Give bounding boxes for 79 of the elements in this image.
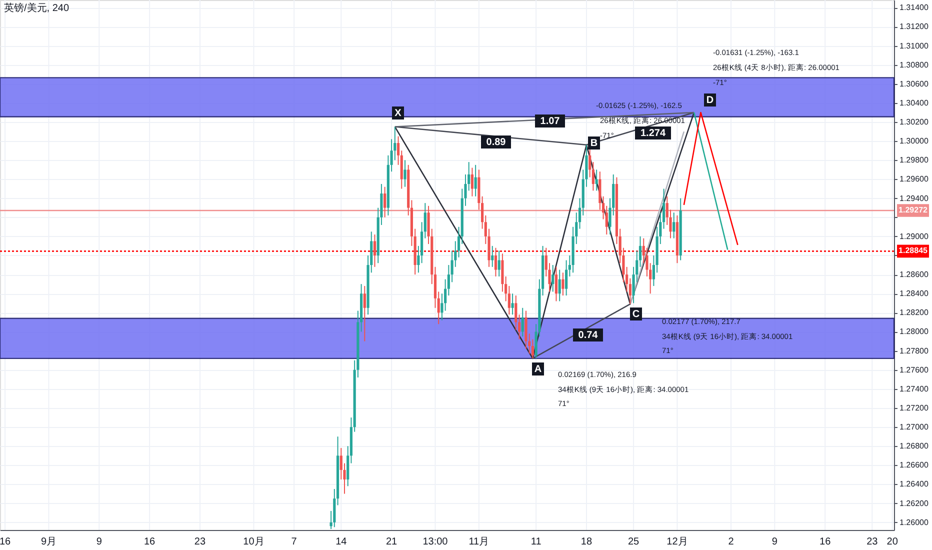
candlestick — [672, 212, 676, 239]
annotation: X — [394, 108, 402, 119]
y-tick-label: 1.29600 — [900, 174, 929, 184]
y-tick-label: 1.30600 — [900, 79, 929, 88]
x-tick-label: 9月 — [40, 536, 57, 548]
candlestick — [558, 269, 561, 302]
candlestick — [552, 264, 554, 292]
x-tick-label: 11 — [530, 536, 542, 548]
x-tick-label: 23 — [866, 536, 878, 548]
y-tick-label: 1.29800 — [900, 156, 929, 165]
y-tick-label: 1.30800 — [900, 60, 929, 70]
candlestick — [494, 247, 498, 277]
y-tick-label: 1.27800 — [900, 346, 929, 356]
x-tick-label: 9 — [96, 536, 102, 548]
annotation: B — [590, 138, 598, 149]
x-tick-label: 21 — [386, 536, 398, 548]
candlestick — [595, 169, 598, 192]
chart-title: 英镑/美元, 240 — [4, 2, 70, 14]
y-tick-label: 1.28000 — [900, 327, 929, 336]
x-tick-label: 25 — [628, 536, 640, 548]
y-tick-label: 1.27200 — [900, 403, 929, 412]
y-tick-label: 1.26400 — [900, 480, 929, 489]
candlestick — [373, 234, 376, 268]
x-tick-label: 23 — [194, 536, 206, 548]
ref-line-label: 1.29272 — [898, 205, 928, 214]
candlestick — [491, 245, 494, 268]
y-tick-label: 1.26200 — [900, 498, 929, 508]
x-tick-label: 14 — [336, 536, 348, 548]
x-tick-label: 12月 — [666, 536, 688, 548]
candlestick — [562, 272, 564, 296]
x-tick-label: 16 — [0, 536, 12, 548]
candlestick — [474, 164, 477, 197]
candlestick — [565, 260, 568, 296]
y-tick-label: 1.30200 — [900, 118, 929, 127]
candlestick — [470, 167, 474, 197]
x-tick-label: 10月 — [243, 536, 264, 548]
candlestick — [598, 171, 602, 210]
x-tick-label: 16 — [820, 536, 832, 548]
ref-line-label: 1.28845 — [898, 246, 928, 256]
annotation: 1.07 — [540, 116, 560, 127]
y-tick-label: 1.27000 — [900, 422, 929, 432]
x-tick-label: 2 — [728, 536, 734, 548]
annotation: A — [534, 364, 542, 375]
x-tick-label: 11月 — [468, 536, 490, 548]
candlestick — [524, 310, 528, 350]
candlestick — [404, 160, 406, 188]
x-tick-label: 13:00 — [422, 536, 448, 548]
y-tick-label: 1.26600 — [900, 460, 929, 470]
y-tick-label: 1.31000 — [900, 41, 929, 50]
x-tick-label: 20 — [886, 536, 898, 548]
y-tick-label: 1.30000 — [900, 136, 929, 146]
candlestick — [498, 250, 500, 277]
y-tick-label: 1.27400 — [900, 384, 929, 394]
candlestick — [554, 266, 558, 302]
x-tick-label: 7 — [291, 536, 298, 548]
x-tick-label: 9 — [772, 536, 778, 548]
annotation: 0.89 — [486, 137, 506, 148]
y-tick-label: 1.31400 — [900, 3, 929, 12]
y-tick-label: 1.31200 — [900, 22, 929, 32]
candlestick — [514, 295, 518, 330]
candlestick — [511, 293, 514, 316]
y-tick-label: 1.29400 — [900, 194, 929, 203]
y-tick-label: 1.28400 — [900, 289, 929, 298]
y-tick-label: 1.29000 — [900, 232, 929, 241]
y-tick-label: 1.26000 — [900, 518, 929, 527]
y-tick-label: 1.26800 — [900, 442, 929, 451]
y-tick-label: 1.28200 — [900, 308, 929, 318]
y-tick-label: 1.28600 — [900, 270, 929, 280]
candlestick — [521, 307, 524, 337]
annotation: 0.74 — [578, 330, 598, 341]
candlestick — [363, 285, 366, 342]
annotation: 1.274 — [640, 128, 666, 139]
x-tick-label: 18 — [580, 536, 592, 548]
y-tick-label: 1.30400 — [900, 98, 929, 108]
annotation: C — [632, 309, 640, 320]
x-tick-label: 16 — [144, 536, 156, 548]
candlestick — [384, 186, 386, 218]
y-tick-label: 1.27600 — [900, 365, 929, 374]
annotation: D — [706, 95, 714, 106]
